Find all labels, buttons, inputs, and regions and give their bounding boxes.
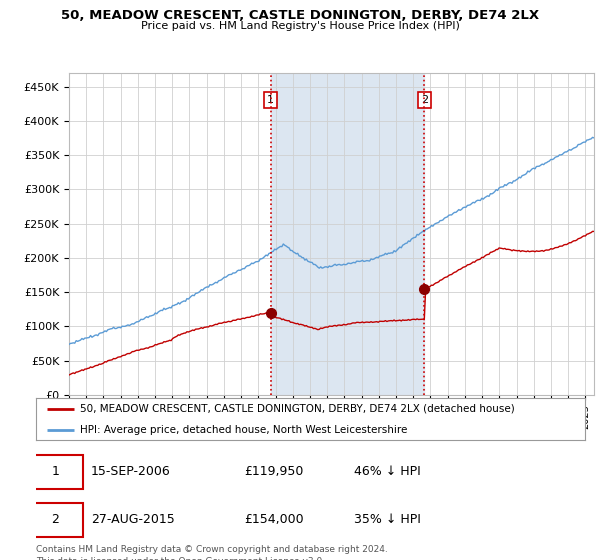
Text: 2: 2 bbox=[421, 95, 428, 105]
Text: 50, MEADOW CRESCENT, CASTLE DONINGTON, DERBY, DE74 2LX (detached house): 50, MEADOW CRESCENT, CASTLE DONINGTON, D… bbox=[80, 404, 515, 414]
Text: £119,950: £119,950 bbox=[245, 465, 304, 478]
Bar bbox=[271, 73, 424, 395]
Text: 27-AUG-2015: 27-AUG-2015 bbox=[91, 513, 175, 526]
FancyBboxPatch shape bbox=[28, 503, 83, 537]
Text: 35% ↓ HPI: 35% ↓ HPI bbox=[355, 513, 421, 526]
Text: HPI: Average price, detached house, North West Leicestershire: HPI: Average price, detached house, Nort… bbox=[80, 426, 407, 435]
Text: 15-SEP-2006: 15-SEP-2006 bbox=[91, 465, 170, 478]
Text: 2: 2 bbox=[51, 513, 59, 526]
Text: 50, MEADOW CRESCENT, CASTLE DONINGTON, DERBY, DE74 2LX: 50, MEADOW CRESCENT, CASTLE DONINGTON, D… bbox=[61, 9, 539, 22]
Text: 1: 1 bbox=[51, 465, 59, 478]
Text: £154,000: £154,000 bbox=[245, 513, 304, 526]
Text: Contains HM Land Registry data © Crown copyright and database right 2024.
This d: Contains HM Land Registry data © Crown c… bbox=[36, 545, 388, 560]
Text: 46% ↓ HPI: 46% ↓ HPI bbox=[355, 465, 421, 478]
Text: Price paid vs. HM Land Registry's House Price Index (HPI): Price paid vs. HM Land Registry's House … bbox=[140, 21, 460, 31]
Text: 1: 1 bbox=[267, 95, 274, 105]
FancyBboxPatch shape bbox=[28, 455, 83, 489]
